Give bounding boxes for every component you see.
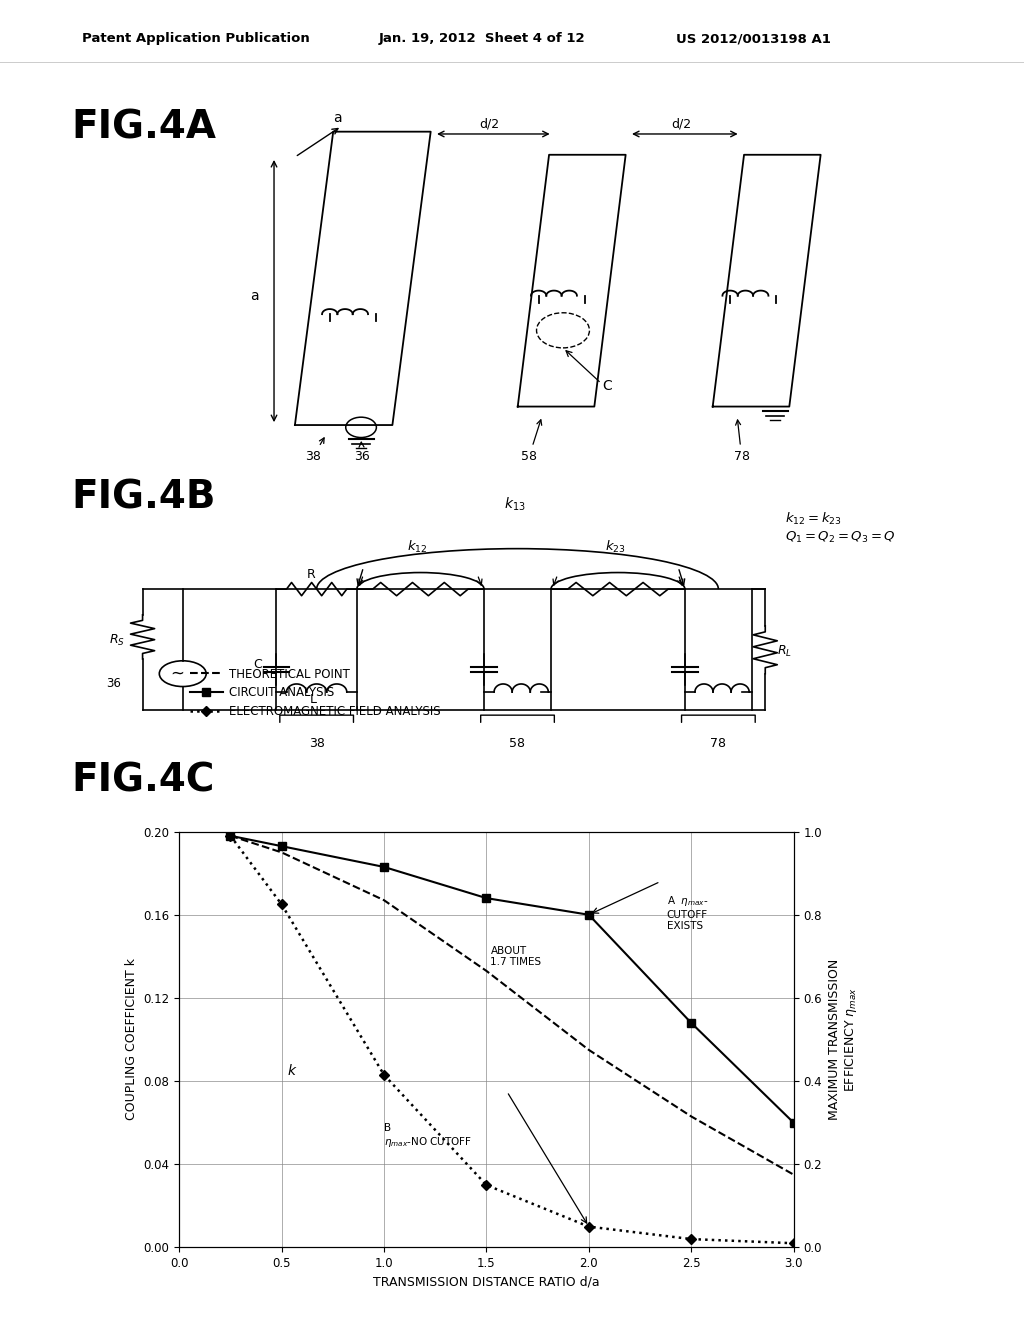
Text: $Q_1 = Q_2 = Q_3 = Q$: $Q_1 = Q_2 = Q_3 = Q$ bbox=[785, 531, 896, 545]
Text: ABOUT
1.7 TIMES: ABOUT 1.7 TIMES bbox=[490, 945, 542, 968]
Text: d/2: d/2 bbox=[671, 117, 691, 131]
Text: 38: 38 bbox=[305, 438, 325, 463]
Text: FIG.4B: FIG.4B bbox=[72, 478, 216, 516]
Legend: THEORETICAL POINT, CIRCUIT ANALYSIS, ELECTROMAGNETIC FIELD ANALYSIS: THEORETICAL POINT, CIRCUIT ANALYSIS, ELE… bbox=[185, 663, 445, 723]
Text: 38: 38 bbox=[308, 737, 325, 750]
Text: $R_L$: $R_L$ bbox=[777, 644, 793, 660]
Text: 36: 36 bbox=[354, 442, 370, 463]
Y-axis label: MAXIMUM TRANSMISSION
EFFICIENCY $\eta_{max}$: MAXIMUM TRANSMISSION EFFICIENCY $\eta_{m… bbox=[827, 958, 859, 1121]
Text: Patent Application Publication: Patent Application Publication bbox=[82, 32, 309, 45]
Text: 58: 58 bbox=[521, 420, 542, 463]
Text: $k_{12}$: $k_{12}$ bbox=[407, 539, 428, 554]
Text: FIG.4C: FIG.4C bbox=[72, 762, 215, 800]
Y-axis label: COUPLING COEFFICIENT k: COUPLING COEFFICIENT k bbox=[125, 958, 138, 1121]
Text: a: a bbox=[250, 289, 258, 304]
Text: L: L bbox=[310, 693, 317, 706]
Text: B
$\eta_{max}$-NO CUTOFF: B $\eta_{max}$-NO CUTOFF bbox=[384, 1122, 472, 1148]
Text: d/2: d/2 bbox=[479, 117, 500, 131]
Text: A  $\eta_{max}$-
CUTOFF
EXISTS: A $\eta_{max}$- CUTOFF EXISTS bbox=[667, 894, 709, 931]
Text: US 2012/0013198 A1: US 2012/0013198 A1 bbox=[676, 32, 830, 45]
Text: 58: 58 bbox=[510, 737, 525, 750]
Text: $R_S$: $R_S$ bbox=[110, 634, 125, 648]
Text: R: R bbox=[306, 568, 315, 581]
Text: ~: ~ bbox=[171, 664, 184, 682]
Text: FIG.4A: FIG.4A bbox=[72, 108, 217, 147]
X-axis label: TRANSMISSION DISTANCE RATIO d/a: TRANSMISSION DISTANCE RATIO d/a bbox=[373, 1275, 600, 1288]
Text: C: C bbox=[603, 379, 612, 393]
Text: $k_{23}$: $k_{23}$ bbox=[604, 539, 626, 554]
Text: 78: 78 bbox=[733, 420, 750, 463]
Text: k: k bbox=[288, 1064, 296, 1078]
Text: $k_{12} = k_{23}$: $k_{12} = k_{23}$ bbox=[785, 511, 842, 527]
Text: C: C bbox=[253, 659, 262, 671]
Text: 36: 36 bbox=[105, 677, 121, 689]
Text: a: a bbox=[333, 111, 342, 125]
Text: $k_{13}$: $k_{13}$ bbox=[504, 495, 525, 512]
Text: 78: 78 bbox=[711, 737, 726, 750]
Text: Jan. 19, 2012  Sheet 4 of 12: Jan. 19, 2012 Sheet 4 of 12 bbox=[379, 32, 586, 45]
